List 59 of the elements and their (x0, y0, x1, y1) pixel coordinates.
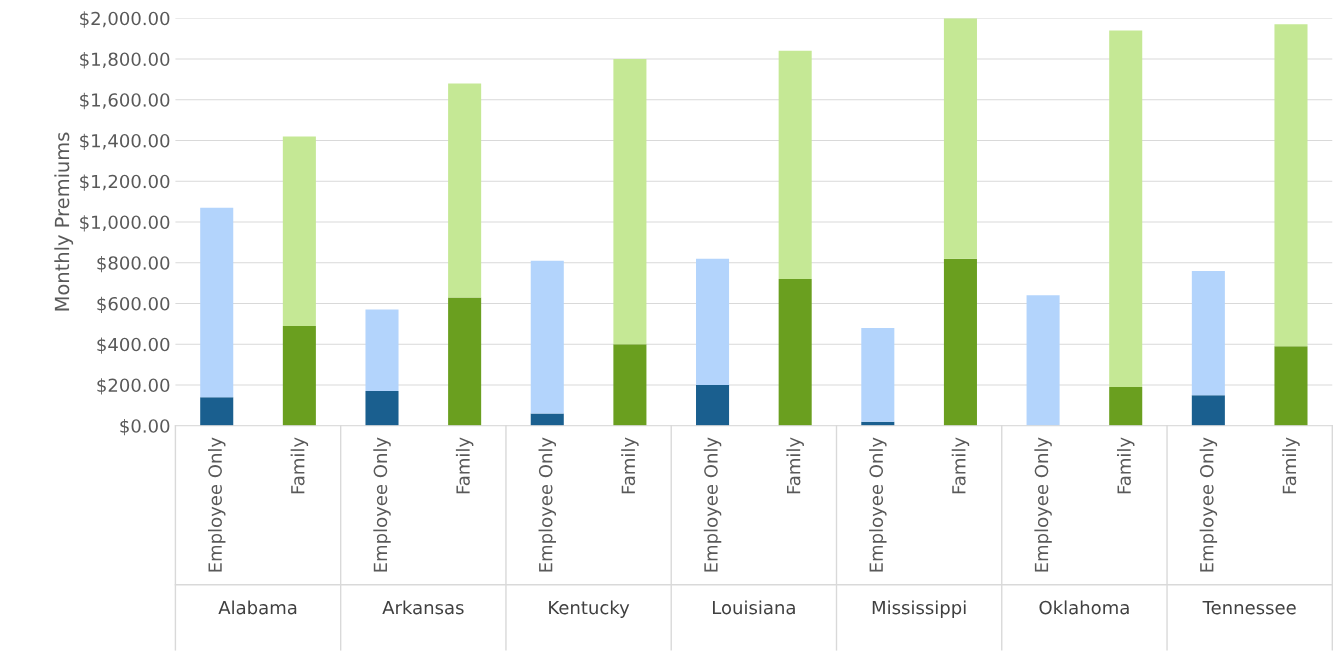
bar (448, 297, 482, 426)
y-tick-label: $0.00 (120, 418, 170, 436)
bar (282, 325, 316, 426)
bar (1109, 387, 1143, 426)
bar (200, 397, 234, 426)
x-tick-label: Employee Only (703, 437, 722, 572)
x-tick-label: Employee Only (1034, 437, 1052, 572)
x-tick-label: Family (1282, 437, 1300, 494)
text: Arkansas (382, 600, 464, 615)
bar (1274, 346, 1308, 426)
text: Mississippi (872, 600, 966, 618)
x-tick-label: Employee Only (869, 437, 887, 572)
y-tick-label: $1,600.00 (80, 92, 170, 110)
bar (530, 260, 564, 414)
y-tick-label: $1,000.00 (80, 215, 170, 232)
y-tick-label: $1,800.00 (80, 52, 170, 69)
x-tick-label: Employee Only (207, 437, 226, 572)
y-tick-label: $2,000.00 (80, 11, 170, 28)
bar (448, 83, 482, 298)
bar (1191, 395, 1225, 426)
bar (365, 391, 399, 426)
x-tick-label: Family (951, 437, 970, 494)
x-tick-label: Employee Only (373, 437, 391, 572)
bar (1191, 270, 1225, 396)
bar (613, 58, 647, 345)
bar (861, 327, 895, 422)
text: Oklahoma (1039, 600, 1129, 615)
x-tick-label: Family (455, 437, 474, 494)
x-tick-label: Family (1116, 437, 1135, 494)
y-tick-label: $600.00 (97, 296, 170, 314)
y-tick-label: $200.00 (97, 378, 170, 395)
bar (613, 344, 647, 426)
text: Louisiana (713, 600, 795, 615)
text: Tennessee (1202, 600, 1296, 615)
bar (1109, 30, 1143, 388)
y-tick-label: $1,200.00 (80, 174, 170, 191)
bar (696, 385, 730, 426)
text: Kentucky (549, 600, 630, 618)
bar (943, 18, 977, 259)
y-axis-title: Monthly Premiums (54, 132, 74, 311)
y-tick-label: $1,400.00 (80, 133, 170, 150)
bar (778, 50, 812, 280)
x-tick-label: Family (621, 437, 639, 494)
x-tick-label: Employee Only (538, 437, 557, 572)
bar (200, 207, 234, 398)
bar (282, 136, 316, 326)
x-tick-label: Family (290, 437, 309, 494)
bar (943, 258, 977, 426)
y-tick-label: $400.00 (97, 337, 170, 354)
x-tick-label: Employee Only (1199, 437, 1218, 572)
text: Alabama (218, 600, 297, 615)
bar (696, 258, 730, 385)
bar (1274, 24, 1308, 347)
bar (365, 309, 399, 392)
y-tick-label: $800.00 (97, 255, 170, 273)
bar (778, 279, 812, 426)
x-tick-label: Family (786, 437, 804, 494)
bar (1026, 295, 1060, 426)
bar (530, 413, 564, 426)
